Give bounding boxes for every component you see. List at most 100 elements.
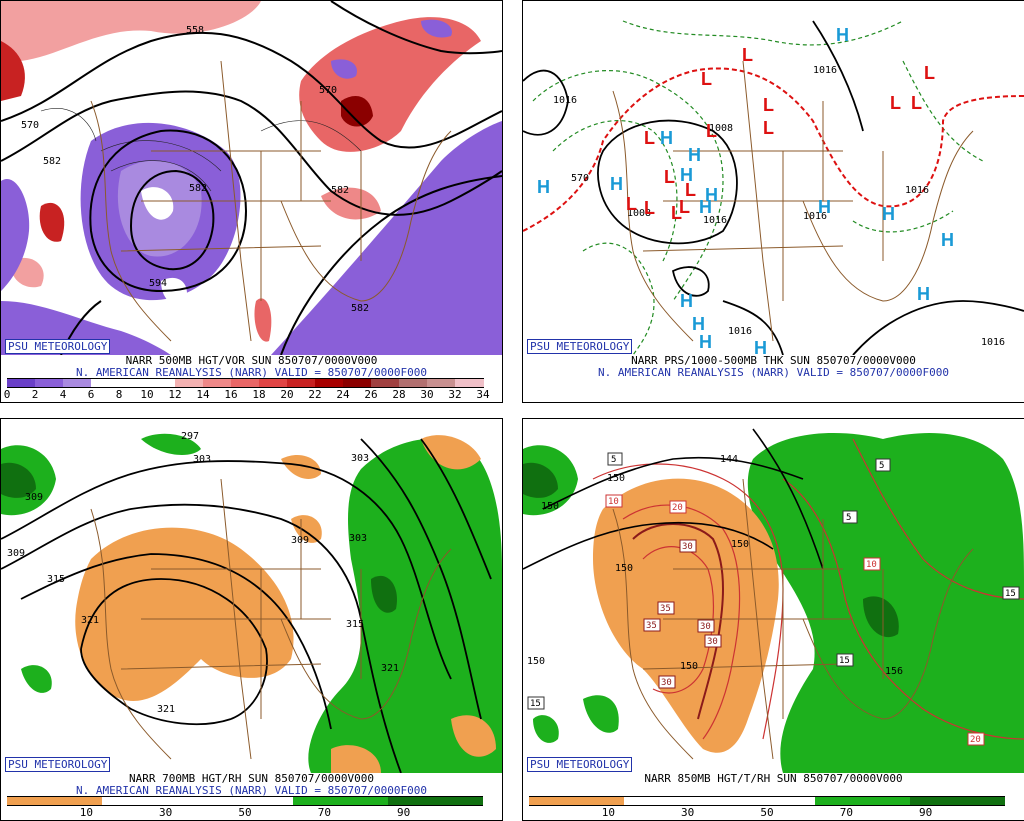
temp-box-label: 10 [608,497,619,507]
high-pressure-center: H [699,197,712,217]
colorbar-segment [455,378,484,388]
height-label: 144 [720,454,738,465]
colorbar-segment [287,378,316,388]
height-label: 303 [193,454,211,465]
height-label: 582 [351,303,369,314]
panel-pressure-thickness: 1016 1016 1008 1016 1016 1016 1016 1016 … [522,0,1024,403]
colorbar-tick-label: 70 [317,806,331,819]
colorbar-segment [371,378,400,388]
colorbar-tick-label: 70 [839,806,853,819]
temp-box-label: 15 [530,699,541,709]
colorbar-segment [7,796,103,806]
low-pressure-center: L [644,128,655,148]
low-pressure-center: L [679,197,690,217]
colorbar-tick-label: 50 [760,806,774,819]
high-pressure-center: H [688,145,701,165]
temp-box-label: 5 [611,455,616,465]
low-pressure-center: L [664,167,675,187]
height-contours [1,1,502,355]
colorbar-segment [35,378,64,388]
colorbar-tick-label: 90 [919,806,933,819]
colorbar-segment [102,796,198,806]
temp-boxes: 5 10 20 30 35 35 30 30 30 10 5 5 15 [527,452,1020,746]
panel-subtitle: N. AMERICAN REANALYSIS (NARR) VALID = 85… [76,366,427,379]
panel-850mb-temp-rh: 144 150 150 150 150 156 150 150 5 10 20 … [522,418,1024,821]
panel-title: NARR 850MB HGT/T/RH SUN 850707/0000V000 [644,772,903,785]
height-contours [523,428,824,570]
height-label: 582 [189,183,207,194]
low-pressure-center: L [701,69,712,89]
panel-subtitle: N. AMERICAN REANALYSIS (NARR) VALID = 85… [76,784,427,797]
temp-box-label: 10 [866,560,877,570]
colorbar-segment [91,378,120,388]
colorbar-tick-label: 30 [420,388,434,401]
pressure-label: 1016 [553,95,577,106]
height-label: 321 [157,704,175,715]
colorbar-segment [175,378,204,388]
negative-vorticity-atlantic [271,121,502,355]
height-label: 309 [25,492,43,503]
colorbar-segment [292,796,389,806]
height-label: 150 [731,539,749,550]
colorbar-tick-label: 6 [87,388,95,401]
colorbar-tick-label: 2 [31,388,39,401]
colorbar-segment [7,378,36,388]
colorbar-tick-label: 90 [397,806,411,819]
low-pressure-center: L [644,198,655,218]
height-label: 297 [181,431,199,442]
colorbar-tick-label: 14 [196,388,210,401]
colorbar-tick-label: 10 [79,806,93,819]
pressure-map: 1016 1016 1008 1016 1016 1016 1016 1016 … [523,1,1024,355]
colorbar-segment [231,378,260,388]
panel-700mb-rh: 297 303 303 309 309 315 321 321 309 303 … [0,418,503,821]
height-label: 558 [186,25,204,36]
colorbar-tick-label: 28 [392,388,406,401]
rh850-map: 144 150 150 150 150 156 150 150 5 10 20 … [523,419,1024,773]
geography-lines [90,478,452,760]
temp-box-label: 30 [707,637,718,647]
colorbar-tick-label: 30 [159,806,173,819]
temp-box-label: 30 [661,678,672,688]
colorbar-segment [387,796,484,806]
pressure-label: 1016 [813,65,837,76]
thickness-570-line [523,67,1024,232]
temp-box-label: 20 [970,735,981,745]
pressure-label: 1016 [703,215,727,226]
high-pressure-center: H [537,177,550,197]
colorbar-tick-label: 4 [59,388,67,401]
height-label: 315 [346,619,364,630]
low-pressure-center: L [671,203,682,223]
colorbar-segment [203,378,232,388]
panel-subtitle: N. AMERICAN REANALYSIS (NARR) VALID = 85… [598,366,949,379]
colorbar-segment [909,796,1006,806]
temp-box-label: 15 [839,656,850,666]
psu-meteorology-badge: PSU METEOROLOGY [5,339,111,354]
height-label: 570 [319,85,337,96]
colorbar-tick-label: 50 [238,806,252,819]
low-pressure-center: L [911,93,922,113]
panel-title: NARR 500MB HGT/VOR SUN 850707/0000V000 [125,354,378,367]
low-pressure-center: L [924,63,935,83]
colorbar-segment [399,378,428,388]
high-pressure-center: H [660,128,673,148]
height-label: 156 [885,666,903,677]
geography-lines [612,478,974,760]
colorbar-tick-label: 12 [168,388,182,401]
pressure-label: 1016 [905,185,929,196]
negative-vorticity-west [1,179,30,291]
colorbar-tick-label: 18 [252,388,266,401]
height-label: 150 [607,473,625,484]
colorbar-segment [119,378,148,388]
panel-500mb-vorticity: 570 582 582 558 570 582 594 582 PSU METE… [0,0,503,403]
colorbar-tick-label: 32 [448,388,462,401]
high-pressure-center: H [882,204,895,224]
height-label: 150 [527,656,545,667]
colorbar-segment [259,378,288,388]
high-pressure-center: H [941,230,954,250]
colorbar-segment [343,378,372,388]
thickness-contours [532,20,984,355]
height-label: 582 [43,156,61,167]
vorticity-map: 570 582 582 558 570 582 594 582 [1,1,502,355]
colorbar-segment [63,378,92,388]
pressure-label: 1016 [981,337,1005,348]
